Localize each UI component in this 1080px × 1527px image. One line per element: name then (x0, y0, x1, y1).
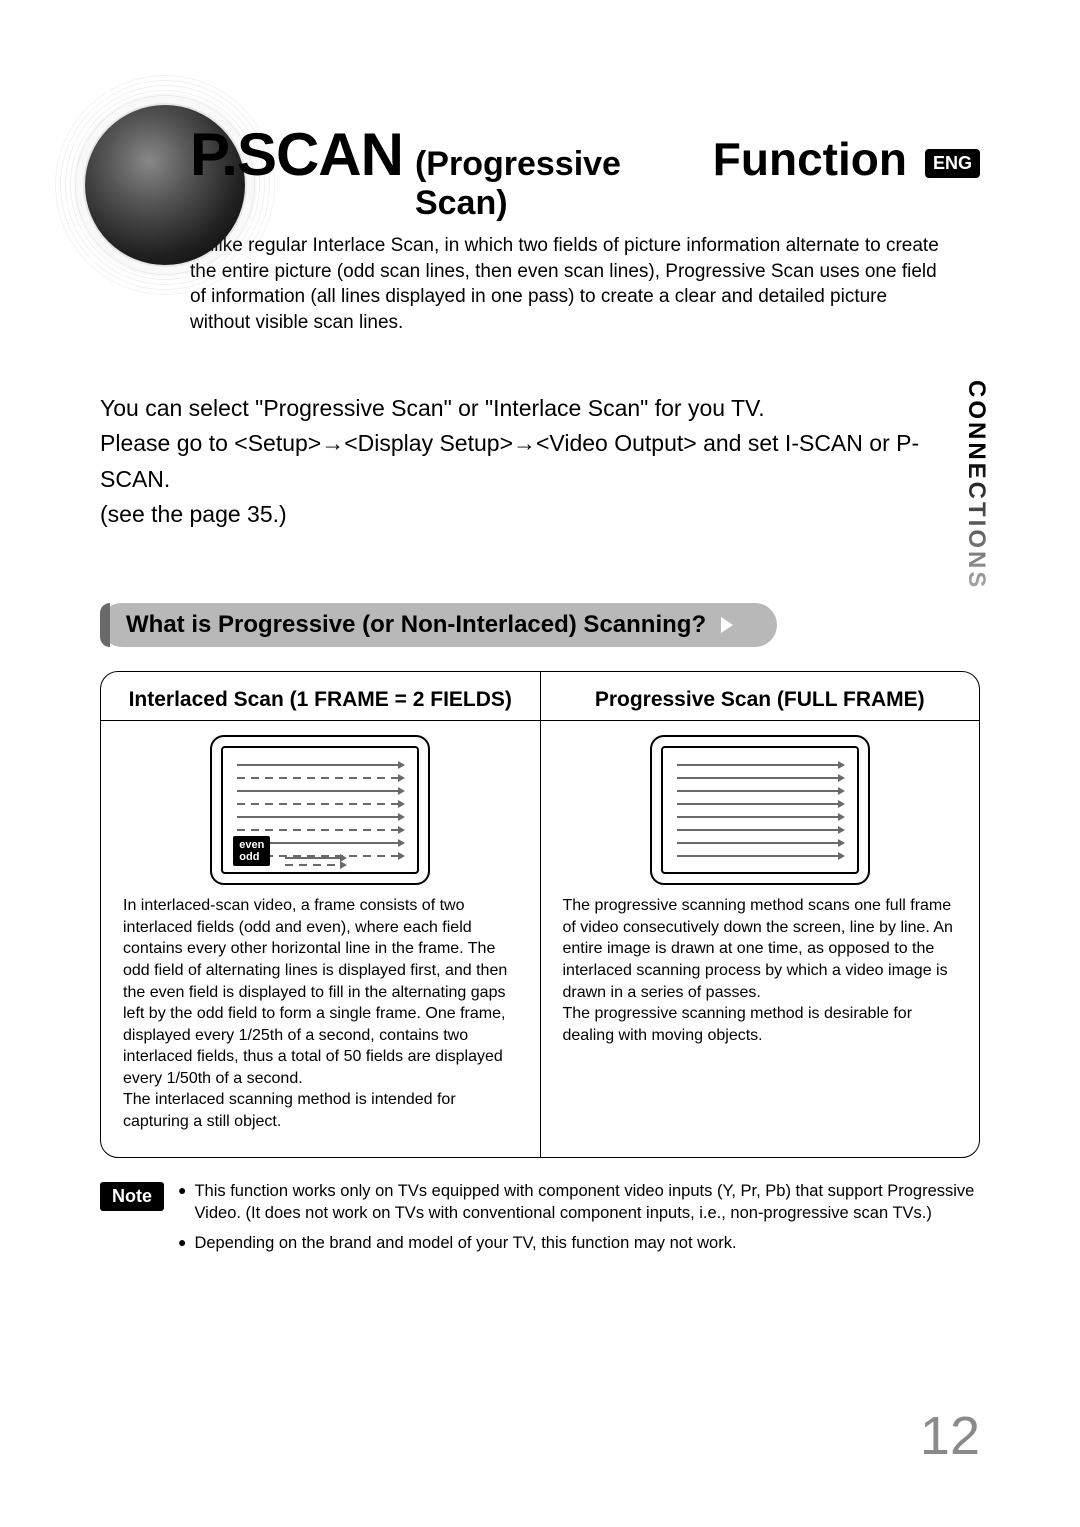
scan-line-icon (677, 790, 843, 792)
scan-line-icon (237, 790, 403, 792)
column-heading: Interlaced Scan (1 FRAME = 2 FIELDS) (101, 684, 540, 721)
bullet-icon: ● (178, 1180, 186, 1225)
scan-line-icon (677, 816, 843, 818)
note-text: Depending on the brand and model of your… (194, 1232, 736, 1254)
title-prefix: P.SCAN (190, 120, 403, 189)
column-heading: Progressive Scan (FULL FRAME) (541, 684, 980, 721)
compare-column-interlaced: Interlaced Scan (1 FRAME = 2 FIELDS) eve… (101, 672, 540, 1157)
bullet-icon: ● (178, 1232, 186, 1254)
scan-line-icon (677, 829, 843, 831)
title-parenthetical: (Progressive Scan) (415, 145, 701, 223)
scan-line-icon (237, 777, 403, 779)
tv-diagram-progressive (650, 735, 870, 885)
scan-line-icon (237, 816, 403, 818)
instruction-line: You can select "Progressive Scan" or "In… (100, 391, 980, 427)
language-badge: ENG (925, 149, 980, 178)
legend-even: even (239, 839, 264, 851)
section-heading-text: What is Progressive (or Non-Interlaced) … (126, 611, 706, 638)
scan-line-icon (237, 829, 403, 831)
section-side-tab: CONNECTIONS (962, 380, 990, 590)
diagram-legend: even odd (233, 836, 270, 866)
note-item: ● This function works only on TVs equipp… (178, 1180, 980, 1225)
title-suffix: Function (713, 132, 907, 186)
note-item: ● Depending on the brand and model of yo… (178, 1232, 980, 1254)
compare-column-progressive: Progressive Scan (FULL FRAME) The progre… (540, 672, 980, 1157)
note-text: This function works only on TVs equipped… (194, 1180, 980, 1225)
scan-line-icon (677, 803, 843, 805)
note-badge: Note (100, 1182, 164, 1211)
scan-line-icon (677, 855, 843, 857)
chevron-right-icon (721, 617, 733, 633)
note-block: Note ● This function works only on TVs e… (100, 1180, 980, 1263)
legend-lines-icon (285, 857, 345, 866)
instruction-block: You can select "Progressive Scan" or "In… (100, 391, 980, 534)
scan-line-icon (677, 842, 843, 844)
column-body: The progressive scanning method scans on… (563, 895, 958, 1046)
column-body: In interlaced-scan video, a frame consis… (123, 895, 518, 1133)
page-number: 12 (920, 1405, 980, 1467)
instruction-line: (see the page 35.) (100, 497, 980, 533)
intro-paragraph: Unlike regular Interlace Scan, in which … (190, 233, 950, 336)
note-list: ● This function works only on TVs equipp… (178, 1180, 980, 1263)
section-heading-pill: What is Progressive (or Non-Interlaced) … (100, 603, 777, 647)
instruction-line: Please go to <Setup>→<Display Setup>→<Vi… (100, 426, 980, 497)
page-title: P.SCAN (Progressive Scan) Function ENG (190, 120, 980, 223)
comparison-box: Interlaced Scan (1 FRAME = 2 FIELDS) eve… (100, 671, 980, 1158)
manual-page: P.SCAN (Progressive Scan) Function ENG U… (0, 0, 1080, 1527)
scan-line-icon (677, 777, 843, 779)
tv-diagram-interlaced: even odd (210, 735, 430, 885)
scan-line-icon (677, 764, 843, 766)
section-heading-wrap: What is Progressive (or Non-Interlaced) … (100, 603, 980, 647)
scan-line-icon (237, 764, 403, 766)
legend-odd: odd (239, 851, 264, 863)
scan-line-icon (237, 803, 403, 805)
